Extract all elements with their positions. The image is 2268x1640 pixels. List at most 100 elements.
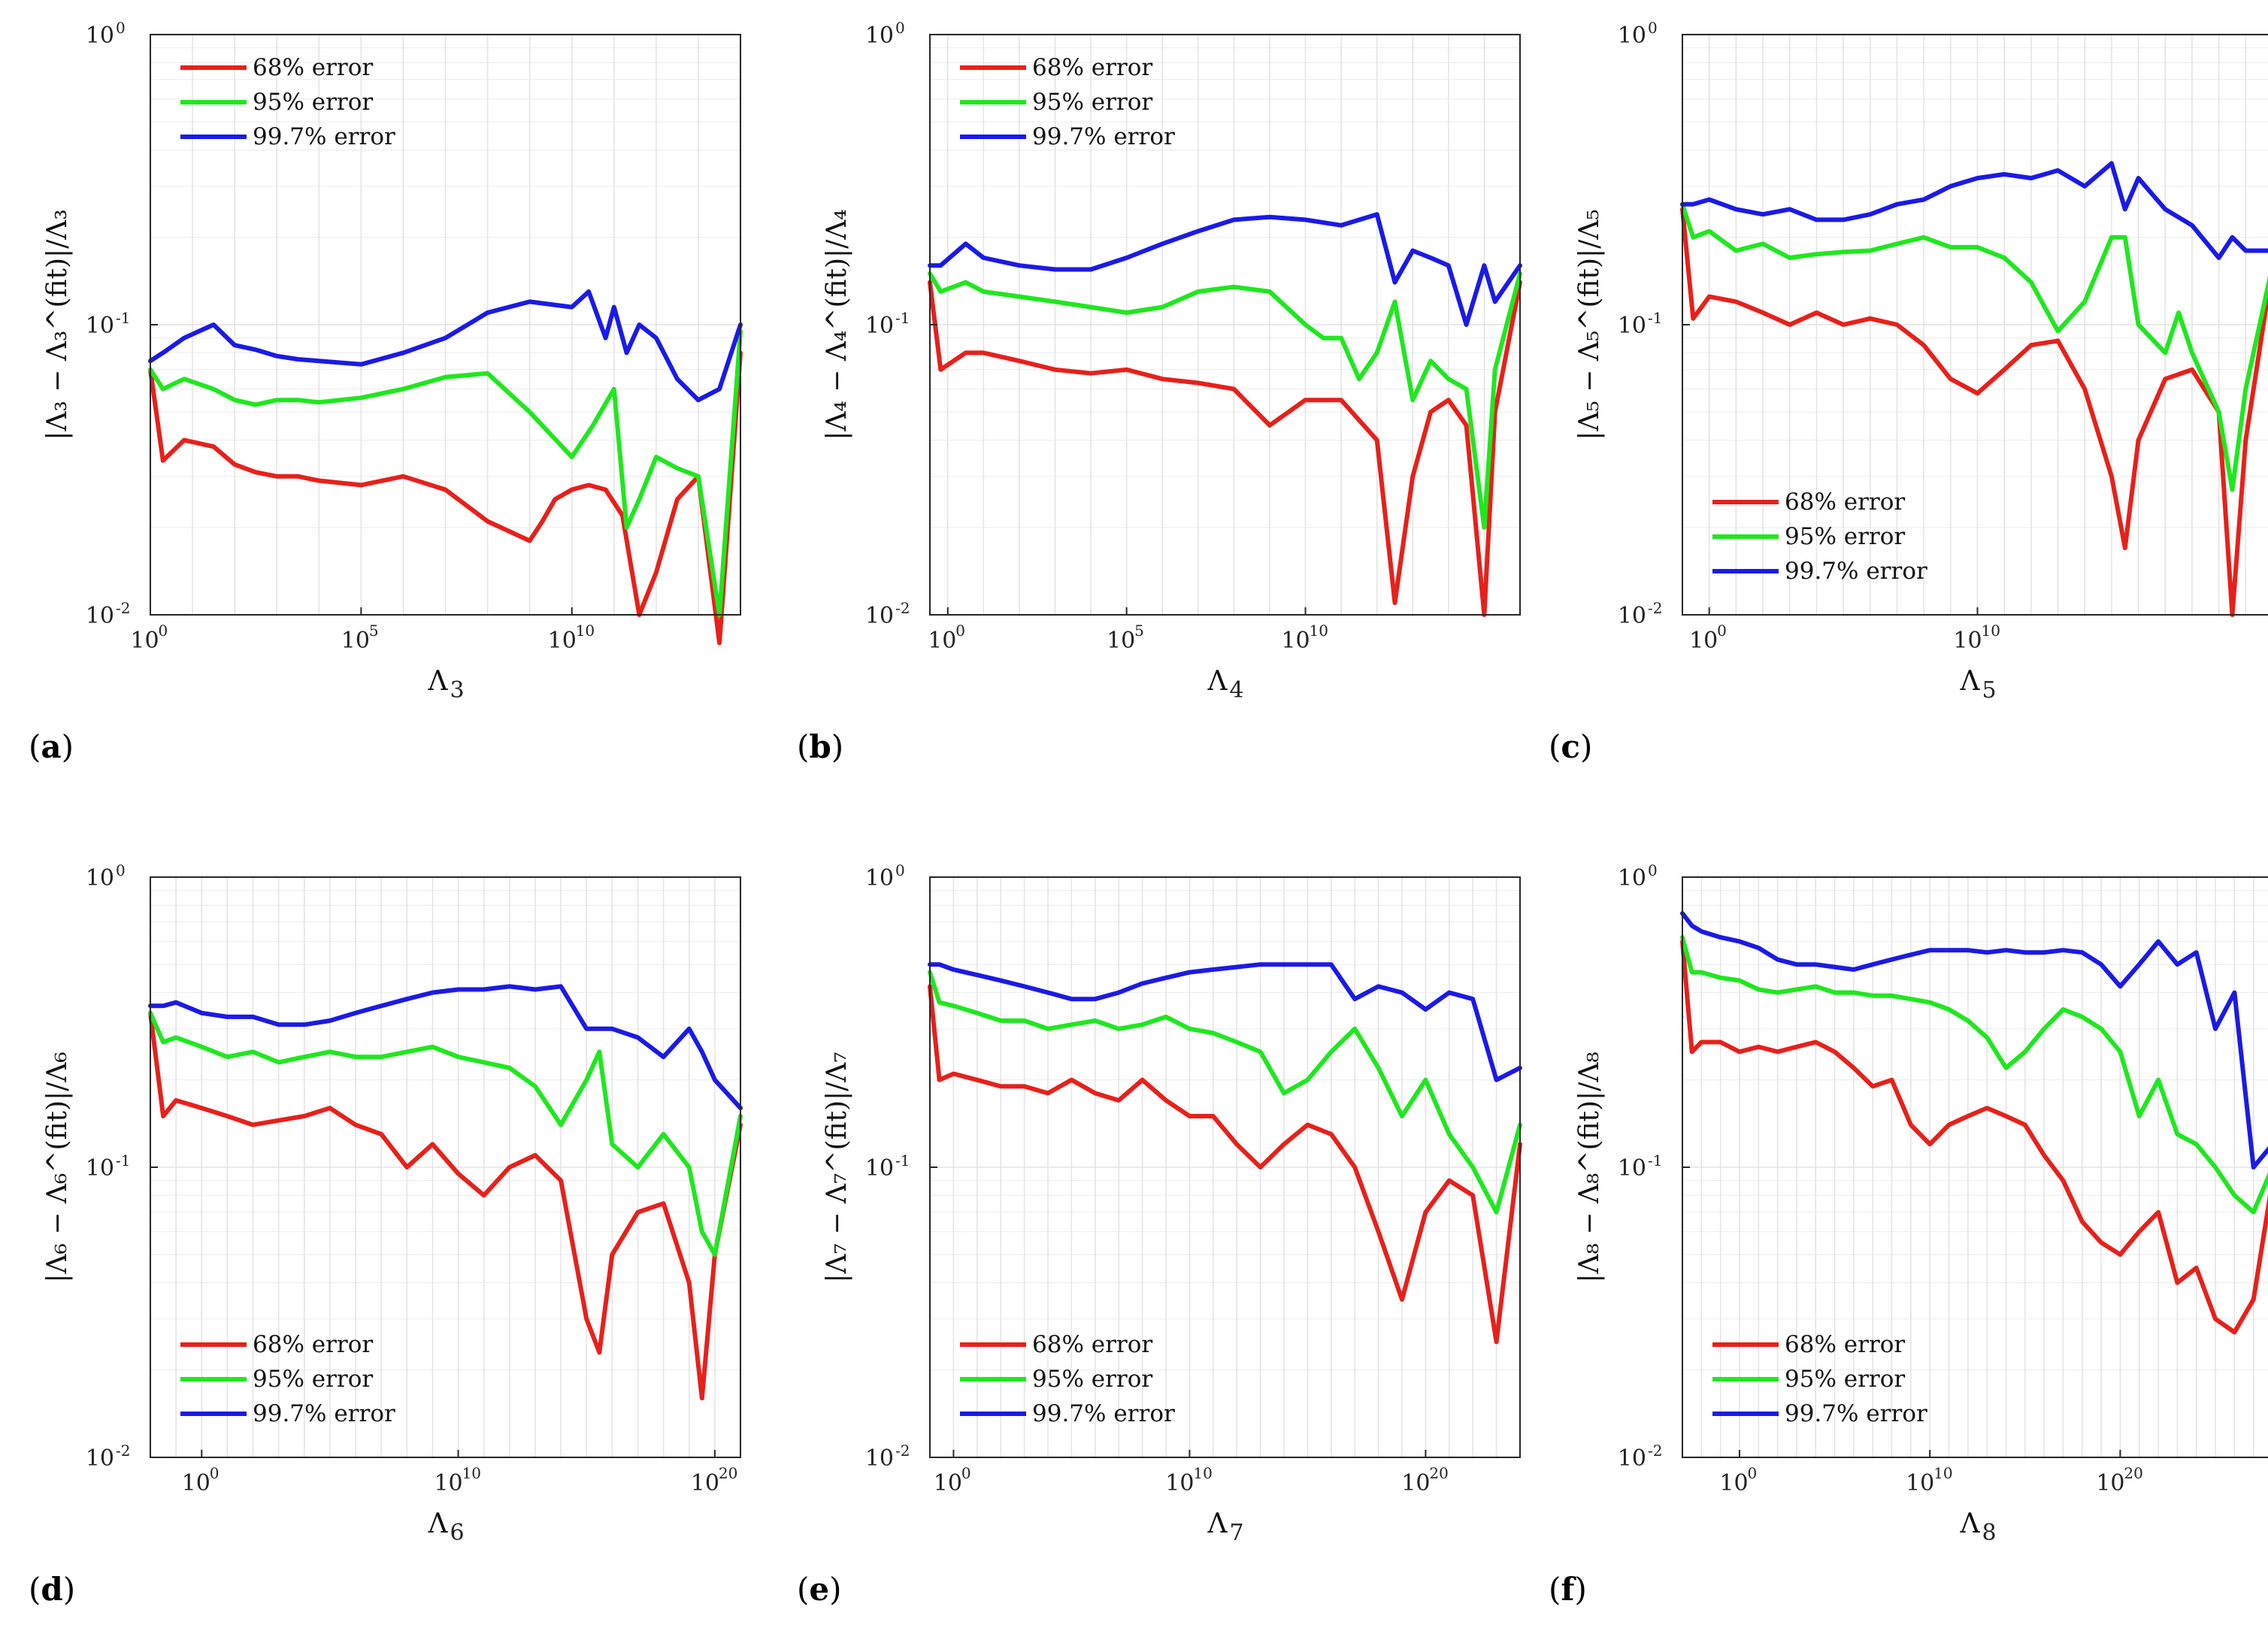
series-line-95 [148, 328, 743, 617]
legend-label: 99.7% error [1032, 1400, 1175, 1427]
legend-label: 95% error [253, 89, 373, 116]
legend-label: 99.7% error [1785, 558, 1927, 585]
x-tick-base: 10 [1906, 1470, 1934, 1496]
x-tick-base: 10 [434, 1470, 462, 1496]
y-tick-base: 10 [86, 603, 114, 629]
x-tick-exponent: 10 [1310, 622, 1328, 640]
legend: 68% error 95% error 99.7% error [180, 1331, 395, 1427]
panel-label: (b) [797, 728, 843, 765]
series-line-95 [928, 271, 1522, 530]
x-tick-exponent: 5 [369, 622, 379, 640]
y-tick-label: 10 [86, 865, 114, 891]
legend-label: 95% error [1032, 89, 1152, 116]
y-tick-label: 10 [1618, 865, 1646, 891]
panel-label-letter: c [1561, 728, 1580, 765]
x-tick-base: 10 [1281, 628, 1310, 654]
x-tick-exponent: 10 [1933, 1464, 1952, 1482]
y-tick-exponent: -2 [116, 599, 130, 617]
y-tick-base: 10 [1618, 313, 1646, 339]
x-axis-label-subscript: 8 [1982, 1520, 1997, 1546]
x-tick-exponent: 20 [719, 1464, 737, 1482]
x-tick-exponent: 10 [1193, 1464, 1212, 1482]
x-tick-exponent: 0 [955, 622, 965, 640]
x-tick-base: 10 [928, 628, 956, 654]
y-tick-exponent: -1 [116, 1151, 130, 1169]
y-tick-label: 10 [86, 23, 114, 49]
y-tick-label: 10 [865, 23, 894, 49]
x-tick-base: 10 [1719, 1470, 1748, 1496]
legend-label: 68% error [253, 1331, 373, 1358]
y-tick-exponent: -1 [895, 1151, 910, 1169]
series-line-95 [1680, 201, 2268, 492]
panel-label-letter: e [809, 1571, 829, 1608]
y-tick-base: 10 [865, 1155, 894, 1182]
x-axis-label: Λ [1960, 666, 1981, 697]
y-tick-label: 10 [865, 1155, 894, 1182]
x-axis-label-subscript: 6 [450, 1520, 465, 1546]
x-tick-exponent: 0 [1747, 1464, 1757, 1482]
panel-label-letter: b [809, 728, 831, 765]
series-line-99-7 [148, 289, 743, 403]
y-tick-exponent: 0 [116, 861, 126, 879]
y-tick-base: 10 [1618, 23, 1646, 49]
legend-label: 95% error [1785, 1366, 1905, 1393]
y-tick-exponent: -2 [116, 1442, 130, 1460]
x-tick-base: 10 [548, 628, 577, 654]
y-tick-label: 10 [86, 1445, 114, 1472]
y-tick-base: 10 [865, 23, 894, 49]
y-tick-label: 10 [86, 603, 114, 629]
y-axis-label: |Λ₆ − Λ₆^(fit)|/Λ₆ [42, 1051, 73, 1282]
y-axis-label: |Λ₃ − Λ₃^(fit)|/Λ₃ [42, 209, 73, 440]
series-line-95 [1680, 935, 2268, 1215]
x-tick-exponent: 0 [159, 622, 168, 640]
y-tick-exponent: -1 [1648, 1151, 1662, 1169]
x-axis-label-subscript: 3 [450, 677, 465, 704]
panel-label-letter: d [41, 1571, 62, 1608]
series-line-95 [148, 1010, 743, 1257]
legend: 68% error 95% error 99.7% error [1712, 1331, 1927, 1427]
legend-label: 99.7% error [1785, 1400, 1927, 1427]
x-tick-base: 10 [1401, 1470, 1430, 1496]
x-tick-exponent: 20 [2124, 1464, 2142, 1482]
y-tick-label: 10 [1618, 313, 1646, 339]
series-line-68 [928, 280, 1522, 617]
legend-label: 99.7% error [253, 1400, 395, 1427]
y-tick-exponent: 0 [895, 861, 905, 879]
series-line-68 [928, 984, 1522, 1345]
series-line-68 [148, 350, 743, 646]
panel-label-letter: a [41, 728, 61, 765]
y-tick-label: 10 [86, 1155, 114, 1182]
y-tick-exponent: -1 [1648, 309, 1662, 327]
y-tick-base: 10 [865, 1445, 894, 1472]
y-tick-exponent: -1 [895, 309, 910, 327]
x-tick-base: 10 [1165, 1470, 1194, 1496]
x-axis-label: Λ [1207, 1508, 1228, 1539]
x-tick-exponent: 10 [462, 1464, 481, 1482]
x-tick-base: 10 [691, 1470, 719, 1496]
series-line-68 [1680, 207, 2268, 617]
y-axis-label: |Λ₈ − Λ₈^(fit)|/Λ₈ [1574, 1051, 1605, 1282]
y-axis-label: |Λ₇ − Λ₇^(fit)|/Λ₇ [822, 1051, 852, 1282]
y-tick-label: 10 [865, 1445, 894, 1472]
x-tick-exponent: 20 [1429, 1464, 1448, 1482]
series-line-99-7 [1680, 911, 2268, 1169]
x-axis-label: Λ [428, 666, 449, 697]
legend-label: 95% error [1785, 523, 1905, 550]
y-axis-label: |Λ₄ − Λ₄^(fit)|/Λ₄ [822, 209, 852, 440]
y-tick-label: 10 [1618, 1155, 1646, 1182]
panel-label: (d) [29, 1571, 75, 1608]
panel-label: (c) [1549, 728, 1592, 765]
x-tick-exponent: 0 [210, 1464, 220, 1482]
y-tick-base: 10 [86, 1445, 114, 1472]
y-tick-base: 10 [86, 23, 114, 49]
y-tick-label: 10 [865, 865, 894, 891]
y-tick-base: 10 [865, 313, 894, 339]
series-line-99-7 [1680, 161, 2268, 260]
x-tick-base: 10 [130, 628, 159, 654]
x-axis-label: Λ [1960, 1508, 1981, 1539]
legend-label: 95% error [253, 1366, 373, 1393]
x-tick-base: 10 [1689, 628, 1718, 654]
